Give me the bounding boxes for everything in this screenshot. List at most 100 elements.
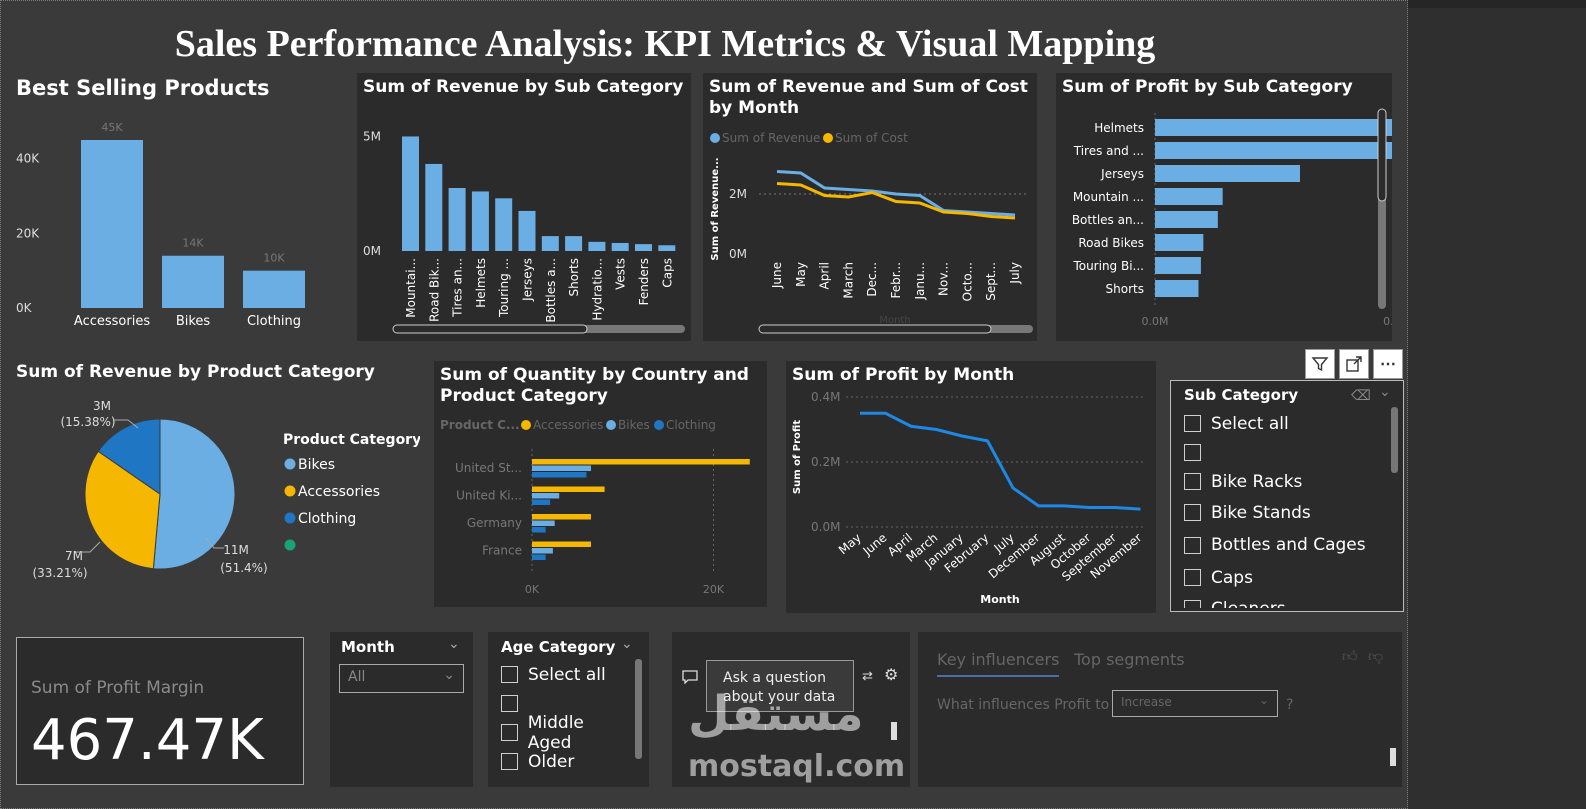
slicer-option[interactable]: Bike Stands (1184, 497, 1384, 528)
x-tick-label: Febr... (889, 262, 903, 299)
checkbox[interactable] (1184, 600, 1201, 608)
revenue-cost-panel[interactable]: Sum of Revenue and Sum of Cost by Month … (703, 73, 1037, 341)
subcategory-slicer[interactable]: Sub Category ⌫ ⌄ Select all Bike Racks Bik… (1170, 380, 1404, 612)
legend-label: Sum of Revenue (722, 131, 820, 145)
y-tick-label: Tires and ... (1073, 144, 1144, 158)
y-axis-label: Sum of Profit (792, 420, 803, 494)
vertical-scrollbar[interactable] (891, 722, 897, 740)
x-tick-label: Touring ... (497, 258, 511, 318)
influence-direction-value: Increase (1121, 695, 1172, 709)
x-tick-label: 0.5M (1383, 315, 1392, 328)
more-options-icon[interactable]: ⋯ (1373, 349, 1403, 379)
x-tick-label: Caps (660, 258, 674, 288)
slicer-option[interactable]: Middle Aged (501, 713, 631, 753)
pie-slice (97, 418, 161, 495)
scrollbar-thumb[interactable] (1377, 108, 1387, 202)
checkbox[interactable] (501, 753, 518, 770)
bar (425, 163, 443, 251)
slicer-option-label: Bike Racks (1211, 471, 1303, 492)
tab-top-segments[interactable]: Top segments (1074, 650, 1185, 669)
slicer-option[interactable]: Select all (1184, 408, 1384, 439)
slicer-option[interactable]: Caps (1184, 562, 1384, 593)
slicer-option[interactable]: Bike Racks (1184, 466, 1384, 497)
revenue-cost-title: Sum of Revenue and Sum of Cost by Month (709, 77, 1028, 118)
bar (532, 493, 560, 499)
x-tick-label: 20K (703, 583, 725, 596)
x-tick-label: June (770, 262, 784, 289)
y-tick-label: 2M (729, 187, 747, 201)
kpi-value: 467.47K (31, 708, 264, 773)
x-tick-label: Shorts (567, 258, 581, 296)
checkbox[interactable] (501, 724, 518, 741)
revenue-subcategory-panel[interactable]: Sum of Revenue by Sub Category 0M 5M Mount… (357, 73, 691, 341)
chevron-down-icon[interactable]: ⌄ (621, 635, 633, 651)
revenue-cost-chart: Sum of Revenue Sum of Cost 0M 2M Sum of Reve… (710, 131, 1033, 334)
chevron-down-icon[interactable]: ⌄ (1379, 383, 1391, 399)
profit-month-panel[interactable]: Sum of Profit by Month 0.0M 0.2M 0.4M Sum o… (786, 361, 1156, 613)
subcategory-list: Select all Bike Racks Bike Stands Bottles a… (1184, 408, 1384, 608)
slicer-option[interactable] (501, 689, 631, 718)
pie-legend-title: Product Category (283, 432, 420, 448)
bar (162, 255, 224, 308)
month-slicer[interactable]: Month ⌄ All ⌄ (330, 632, 473, 787)
slicer-option-label: Select all (528, 664, 606, 685)
vertical-scrollbar[interactable] (1391, 407, 1398, 473)
checkbox[interactable] (1184, 473, 1201, 490)
question-suffix: ? (1286, 697, 1294, 713)
age-slicer-title: Age Category (501, 638, 616, 656)
checkbox[interactable] (1184, 536, 1201, 554)
pie-label-clothing-pct: (15.38%) (60, 415, 115, 429)
bar (1155, 142, 1392, 159)
best-selling-panel[interactable]: Best Selling Products 0K 20K 40K 45K Accesso… (10, 72, 320, 334)
vertical-scrollbar[interactable] (635, 659, 642, 759)
key-influencers-panel[interactable]: Key influencers Top segments 👍︎ 👎︎ What … (918, 632, 1402, 787)
legend-marker (521, 420, 531, 430)
pie-slice (152, 418, 236, 570)
bar (1155, 165, 1300, 182)
y-tick-label: Bottles an... (1072, 213, 1144, 227)
qa-panel[interactable]: Ask a question about your data ⇄ ⚙ (672, 632, 910, 787)
age-category-slicer[interactable]: Age Category ⌄ Select all Middle Aged Olde… (488, 632, 649, 787)
convert-icon[interactable]: ⇄ (862, 668, 873, 683)
revenue-category-panel[interactable]: Sum of Revenue by Product Category 3M (1… (10, 358, 420, 608)
influence-direction-dropdown[interactable]: Increase ⌄ (1112, 690, 1278, 717)
checkbox[interactable] (1184, 569, 1201, 586)
checkbox[interactable] (1184, 444, 1201, 461)
slicer-option[interactable]: Select all (501, 660, 631, 689)
tab-key-influencers[interactable]: Key influencers (937, 650, 1060, 677)
quantity-country-panel[interactable]: Sum of Quantity by Country and Product C… (434, 361, 767, 607)
x-tick-label: Clothing (247, 314, 301, 329)
chat-icon[interactable] (682, 670, 698, 689)
slicer-option[interactable]: Cleaners (1184, 593, 1384, 608)
filter-icon[interactable] (1305, 349, 1335, 379)
month-dropdown[interactable]: All ⌄ (339, 664, 464, 693)
best-selling-chart: 0K 20K 40K 45K Accessories 14K Bikes 10K Clothin… (16, 121, 305, 329)
chevron-down-icon[interactable]: ⌄ (448, 635, 460, 651)
bar (1155, 119, 1392, 136)
quantity-country-title: Sum of Quantity by Country and Product C… (440, 365, 749, 406)
profit-subcategory-panel[interactable]: Sum of Profit by Sub Category 0.0M 0.5M He… (1056, 73, 1392, 341)
focus-mode-icon[interactable] (1339, 349, 1369, 379)
chevron-down-icon: ⌄ (1258, 693, 1269, 707)
slicer-option[interactable]: Older (501, 747, 631, 776)
month-dropdown-value: All (348, 669, 366, 685)
slicer-option[interactable] (1184, 439, 1384, 466)
eraser-icon[interactable]: ⌫ (1351, 387, 1371, 403)
bar (448, 188, 466, 251)
checkbox[interactable] (501, 666, 518, 683)
checkbox[interactable] (501, 695, 518, 712)
gear-icon[interactable]: ⚙ (884, 667, 899, 684)
scrollbar-thumb[interactable] (758, 324, 992, 334)
thumbs-up-icon[interactable]: 👍︎ (1342, 648, 1358, 665)
checkbox[interactable] (1184, 504, 1201, 521)
x-tick-label: Janu... (913, 262, 927, 301)
slicer-option[interactable]: Bottles and Cages (1184, 528, 1384, 562)
bar (1155, 211, 1218, 228)
bar (565, 236, 583, 251)
scrollbar-thumb[interactable] (392, 324, 588, 334)
checkbox[interactable] (1184, 415, 1201, 432)
vertical-scrollbar[interactable] (1390, 748, 1396, 766)
month-slicer-title: Month (341, 638, 395, 656)
thumbs-down-icon[interactable]: 👎︎ (1368, 648, 1384, 665)
